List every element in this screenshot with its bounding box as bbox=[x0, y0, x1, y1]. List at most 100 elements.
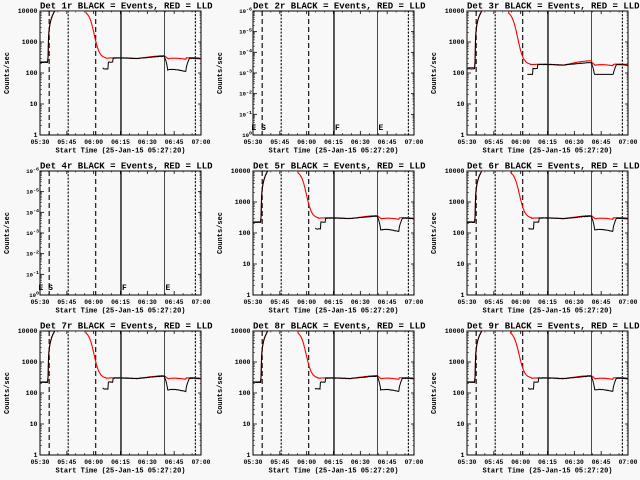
svg-text:06:30: 06:30 bbox=[351, 459, 370, 466]
svg-text:05:45: 05:45 bbox=[57, 139, 76, 146]
svg-text:1: 1 bbox=[460, 452, 464, 459]
svg-text:05:45: 05:45 bbox=[57, 459, 76, 466]
svg-text:06:15: 06:15 bbox=[538, 299, 557, 306]
svg-text:E: E bbox=[165, 284, 170, 293]
svg-text:06:30: 06:30 bbox=[138, 459, 157, 466]
svg-text:05:30: 05:30 bbox=[457, 299, 476, 306]
svg-text:1: 1 bbox=[247, 292, 251, 299]
svg-text:06:45: 06:45 bbox=[378, 299, 397, 306]
svg-text:06:00: 06:00 bbox=[84, 299, 103, 306]
svg-text:10000: 10000 bbox=[444, 168, 464, 175]
svg-text:06:15: 06:15 bbox=[538, 459, 557, 466]
svg-text:10000: 10000 bbox=[231, 168, 251, 175]
svg-text:1: 1 bbox=[34, 132, 38, 139]
svg-text:1000: 1000 bbox=[448, 199, 464, 206]
svg-text:100: 100 bbox=[239, 390, 251, 397]
svg-text:05:30: 05:30 bbox=[244, 299, 263, 306]
svg-text:06:45: 06:45 bbox=[378, 459, 397, 466]
svg-text:Start Time (25-Jan-15 05:27:20: Start Time (25-Jan-15 05:27:20) bbox=[269, 467, 399, 475]
svg-text:07:00: 07:00 bbox=[405, 459, 424, 466]
svg-text:S: S bbox=[262, 124, 267, 133]
svg-text:06:45: 06:45 bbox=[165, 299, 184, 306]
svg-text:10-6: 10-6 bbox=[240, 7, 253, 15]
svg-text:10000: 10000 bbox=[444, 8, 464, 15]
svg-text:E: E bbox=[38, 284, 43, 293]
svg-text:10: 10 bbox=[456, 261, 464, 268]
svg-text:1000: 1000 bbox=[235, 359, 251, 366]
svg-text:06:00: 06:00 bbox=[84, 459, 103, 466]
svg-text:10-3: 10-3 bbox=[240, 69, 253, 77]
svg-text:06:15: 06:15 bbox=[324, 459, 343, 466]
svg-text:1: 1 bbox=[460, 292, 464, 299]
svg-text:10: 10 bbox=[243, 421, 251, 428]
svg-text:05:45: 05:45 bbox=[484, 139, 503, 146]
svg-text:06:15: 06:15 bbox=[111, 139, 130, 146]
svg-text:10-1: 10-1 bbox=[26, 270, 39, 278]
svg-text:05:30: 05:30 bbox=[31, 459, 50, 466]
svg-text:Start Time (25-Jan-15 05:27:20: Start Time (25-Jan-15 05:27:20) bbox=[482, 467, 612, 475]
svg-text:10-5: 10-5 bbox=[240, 27, 253, 35]
svg-text:07:00: 07:00 bbox=[192, 139, 211, 146]
svg-text:10000: 10000 bbox=[18, 8, 38, 15]
svg-text:06:45: 06:45 bbox=[378, 139, 397, 146]
svg-text:10: 10 bbox=[456, 421, 464, 428]
svg-text:Det 2r BLACK = Events, RED = L: Det 2r BLACK = Events, RED = LLD bbox=[253, 2, 426, 12]
svg-text:06:30: 06:30 bbox=[351, 139, 370, 146]
svg-text:Det 7r BLACK = Events, RED = L: Det 7r BLACK = Events, RED = LLD bbox=[40, 322, 213, 332]
svg-text:Det 6r BLACK = Events, RED = L: Det 6r BLACK = Events, RED = LLD bbox=[467, 162, 640, 172]
svg-text:Counts/sec: Counts/sec bbox=[4, 52, 12, 94]
svg-text:10: 10 bbox=[456, 101, 464, 108]
svg-text:06:15: 06:15 bbox=[538, 139, 557, 146]
svg-text:1000: 1000 bbox=[22, 359, 38, 366]
svg-text:100: 100 bbox=[452, 390, 464, 397]
svg-text:Det 8r BLACK = Events, RED = L: Det 8r BLACK = Events, RED = LLD bbox=[253, 322, 426, 332]
svg-text:06:45: 06:45 bbox=[165, 139, 184, 146]
svg-text:E: E bbox=[252, 124, 257, 133]
svg-text:F: F bbox=[122, 284, 127, 293]
svg-text:07:00: 07:00 bbox=[618, 139, 637, 146]
svg-text:Det 1r BLACK = Events, RED = L: Det 1r BLACK = Events, RED = LLD bbox=[40, 2, 213, 12]
svg-text:05:45: 05:45 bbox=[57, 299, 76, 306]
svg-text:05:30: 05:30 bbox=[457, 139, 476, 146]
svg-text:1000: 1000 bbox=[448, 39, 464, 46]
svg-text:Counts/sec: Counts/sec bbox=[217, 372, 225, 414]
svg-text:05:30: 05:30 bbox=[31, 299, 50, 306]
svg-text:10-2: 10-2 bbox=[26, 249, 39, 257]
svg-text:06:30: 06:30 bbox=[565, 459, 584, 466]
svg-text:Counts/sec: Counts/sec bbox=[4, 212, 12, 254]
svg-text:100: 100 bbox=[452, 70, 464, 77]
svg-text:10: 10 bbox=[243, 261, 251, 268]
svg-text:07:00: 07:00 bbox=[192, 459, 211, 466]
svg-text:1000: 1000 bbox=[22, 39, 38, 46]
svg-text:05:45: 05:45 bbox=[271, 299, 290, 306]
svg-text:Start Time (25-Jan-15 05:27:20: Start Time (25-Jan-15 05:27:20) bbox=[482, 307, 612, 315]
svg-text:10: 10 bbox=[30, 101, 38, 108]
svg-text:E: E bbox=[379, 124, 384, 133]
svg-text:10-4: 10-4 bbox=[26, 208, 39, 216]
svg-text:06:00: 06:00 bbox=[511, 139, 530, 146]
svg-text:Start Time (25-Jan-15 05:27:20: Start Time (25-Jan-15 05:27:20) bbox=[56, 467, 186, 475]
svg-text:Counts/sec: Counts/sec bbox=[4, 372, 12, 414]
svg-text:06:30: 06:30 bbox=[565, 299, 584, 306]
svg-text:10000: 10000 bbox=[18, 328, 38, 335]
svg-text:05:45: 05:45 bbox=[271, 459, 290, 466]
svg-text:10: 10 bbox=[30, 421, 38, 428]
svg-text:10000: 10000 bbox=[231, 328, 251, 335]
svg-text:1: 1 bbox=[247, 452, 251, 459]
svg-text:06:45: 06:45 bbox=[591, 139, 610, 146]
svg-text:10-1: 10-1 bbox=[240, 110, 253, 118]
svg-text:05:45: 05:45 bbox=[484, 299, 503, 306]
svg-text:Det 3r BLACK = Events, RED = L: Det 3r BLACK = Events, RED = LLD bbox=[467, 2, 640, 12]
svg-text:06:45: 06:45 bbox=[591, 299, 610, 306]
svg-text:Start Time (25-Jan-15 05:27:20: Start Time (25-Jan-15 05:27:20) bbox=[482, 147, 612, 155]
svg-text:S: S bbox=[48, 284, 53, 293]
svg-text:05:45: 05:45 bbox=[484, 459, 503, 466]
svg-text:Counts/sec: Counts/sec bbox=[431, 52, 439, 94]
svg-text:10-2: 10-2 bbox=[240, 89, 253, 97]
svg-text:06:00: 06:00 bbox=[298, 299, 317, 306]
svg-text:07:00: 07:00 bbox=[618, 299, 637, 306]
svg-text:05:30: 05:30 bbox=[457, 459, 476, 466]
svg-text:Start Time (25-Jan-15 05:27:20: Start Time (25-Jan-15 05:27:20) bbox=[269, 147, 399, 155]
svg-text:100: 100 bbox=[26, 70, 38, 77]
svg-text:10-3: 10-3 bbox=[26, 229, 39, 237]
